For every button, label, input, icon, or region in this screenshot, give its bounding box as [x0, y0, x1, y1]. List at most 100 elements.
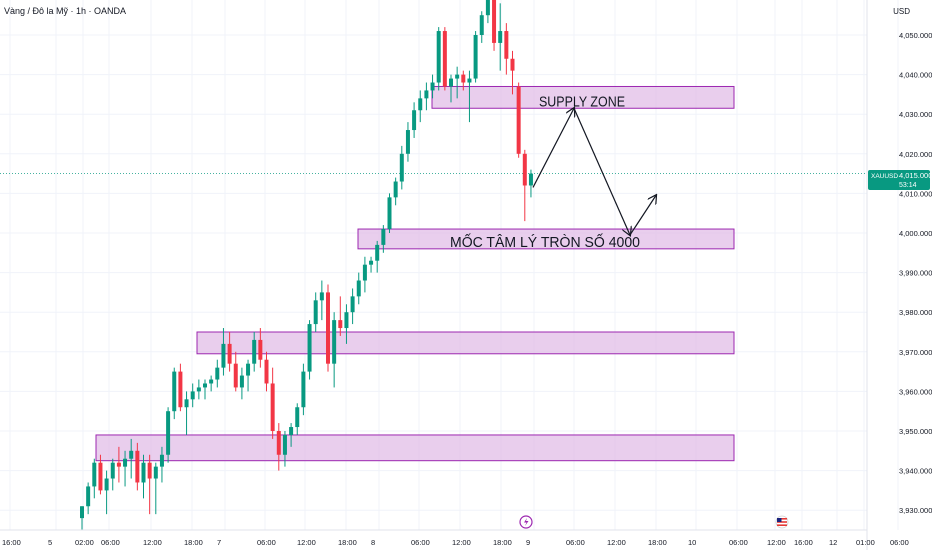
candle [159, 446, 164, 483]
zone-box [431, 85, 735, 109]
time-tick-label: 06:00 [101, 538, 120, 547]
lightning-icon[interactable] [519, 515, 533, 529]
candle [184, 391, 189, 435]
candle-body [350, 296, 355, 313]
price-tick-label: 3,970.000 [899, 348, 932, 357]
candle [104, 470, 109, 515]
candle [110, 458, 115, 491]
candle [209, 375, 214, 392]
price-tick-label: 3,940.000 [899, 467, 932, 476]
candle-body [246, 363, 251, 376]
candle [332, 312, 337, 388]
price-tick-label: 3,930.000 [899, 506, 932, 515]
candle-body [178, 371, 183, 408]
candle [246, 359, 251, 392]
time-tick-label: 06:00 [566, 538, 585, 547]
candle-body [215, 367, 220, 380]
current-price-tag: XAUUSD 4,015.000 53:14 [868, 170, 932, 190]
price-tick-label: 4,000.000 [899, 229, 932, 238]
candle-body [184, 399, 189, 408]
candle-body [393, 181, 398, 198]
price-tick-label: 4,030.000 [899, 110, 932, 119]
candle-body [399, 153, 404, 182]
time-axis[interactable]: 16:00 5 02:00 06:00 12:00 18:00 7 06:00 12:00 18:… [0, 529, 909, 547]
time-tick-label: 02:00 [75, 538, 94, 547]
candle [190, 383, 195, 408]
candle [141, 454, 146, 499]
candle-body [227, 343, 232, 364]
candle-body [307, 324, 312, 372]
candle [449, 74, 453, 103]
candle-body [498, 31, 503, 43]
price-tick-label: 3,950.000 [899, 427, 932, 436]
time-tick-label: 5 [48, 538, 52, 547]
candle [399, 145, 404, 190]
time-tick-label: 18:00 [184, 538, 203, 547]
time-tick-label: 12:00 [297, 538, 316, 547]
candle-body [455, 74, 460, 79]
time-tick-label: 8 [371, 538, 375, 547]
candle-body [123, 458, 128, 467]
candle-body [190, 391, 195, 400]
candle [295, 403, 300, 435]
candle-body [424, 90, 429, 99]
candle-body [522, 153, 527, 186]
candle-body [98, 462, 103, 491]
candle-body [375, 244, 380, 261]
candle-body [258, 339, 263, 360]
candle-body [319, 292, 324, 301]
candle [485, 0, 490, 24]
candle-body [449, 78, 453, 87]
candle-body [209, 379, 214, 384]
price-tick-label: 3,990.000 [899, 269, 932, 278]
candle-body [338, 320, 343, 329]
candle-body [86, 486, 91, 507]
candle-body [129, 450, 134, 459]
candle-body [332, 320, 337, 364]
candle-body [313, 300, 318, 325]
currency-label[interactable]: USD [893, 7, 910, 16]
candle [479, 11, 484, 43]
time-tick-label: 16:00 [2, 538, 21, 547]
candle [239, 367, 244, 400]
candle [424, 82, 429, 111]
candle-body [412, 110, 417, 131]
candle-body [504, 31, 509, 59]
candle [436, 27, 441, 91]
candle-body [221, 343, 226, 368]
symbol-title[interactable]: Vàng / Đô la Mỹ · 1h · OANDA [4, 6, 127, 16]
zone-labels: SUPPLY ZONE MỐC TÂM LÝ TRÒN SỐ 4000 [450, 93, 640, 251]
candle-body [467, 78, 472, 83]
candle-body [92, 462, 97, 487]
candle-body [104, 478, 109, 491]
price-tag-price: 4,015.000 [899, 171, 932, 180]
time-tick-label: 12:00 [452, 538, 471, 547]
arrow-leg-down [573, 108, 630, 235]
candle-body [276, 431, 281, 455]
us-flag-icon[interactable] [775, 515, 789, 529]
candle [375, 240, 380, 273]
candle [313, 292, 318, 332]
time-tick-label: 06:00 [890, 538, 909, 547]
candle [301, 363, 306, 416]
candle-body [301, 371, 306, 408]
candle-body [252, 339, 257, 364]
candle-body [159, 454, 164, 467]
candle [233, 351, 238, 392]
candle-body [116, 462, 121, 467]
price-axis[interactable]: 4,050.000 4,040.000 4,030.000 4,020.000 4,01… [866, 0, 932, 550]
price-tick-label: 4,040.000 [899, 71, 932, 80]
time-tick-label: 01:00 [856, 538, 875, 547]
candle [350, 288, 355, 325]
candle-body [362, 264, 367, 281]
candle [221, 328, 226, 376]
candle-body [196, 387, 201, 392]
candle [498, 3, 503, 71]
candle [282, 431, 287, 467]
candle-body [233, 363, 238, 388]
candle [442, 27, 447, 91]
candle [153, 462, 158, 515]
arrow-leg-bounce [629, 195, 656, 236]
candle [381, 225, 386, 253]
